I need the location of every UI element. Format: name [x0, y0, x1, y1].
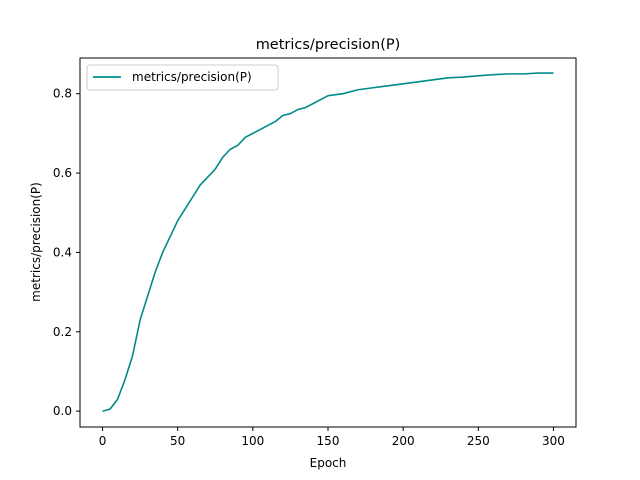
y-tick-label: 0.8 — [53, 87, 72, 101]
x-tick-label: 0 — [99, 434, 107, 448]
series-line — [102, 72, 554, 412]
y-tick-label: 0.0 — [53, 404, 72, 418]
x-tick-label: 250 — [467, 434, 490, 448]
legend: metrics/precision(P) — [86, 64, 279, 91]
x-tick-label: 300 — [542, 434, 565, 448]
x-tick-label: 200 — [392, 434, 415, 448]
x-tick-label: 150 — [317, 434, 340, 448]
y-tick-label: 0.4 — [53, 245, 72, 259]
x-axis-ticks: 0 50 100 150 200 250 300 — [99, 427, 565, 448]
plot-area — [80, 58, 576, 427]
series-layer — [102, 72, 554, 412]
x-axis-label: Epoch — [310, 456, 347, 470]
x-tick-label: 100 — [241, 434, 264, 448]
y-axis-ticks: 0.0 0.2 0.4 0.6 0.8 — [53, 87, 80, 418]
y-tick-label: 0.6 — [53, 166, 72, 180]
x-tick-label: 50 — [170, 434, 185, 448]
legend-box — [86, 64, 279, 91]
y-tick-label: 0.2 — [53, 325, 72, 339]
chart-title: metrics/precision(P) — [256, 37, 401, 53]
y-axis-label: metrics/precision(P) — [29, 182, 43, 302]
legend-label: metrics/precision(P) — [132, 70, 252, 84]
